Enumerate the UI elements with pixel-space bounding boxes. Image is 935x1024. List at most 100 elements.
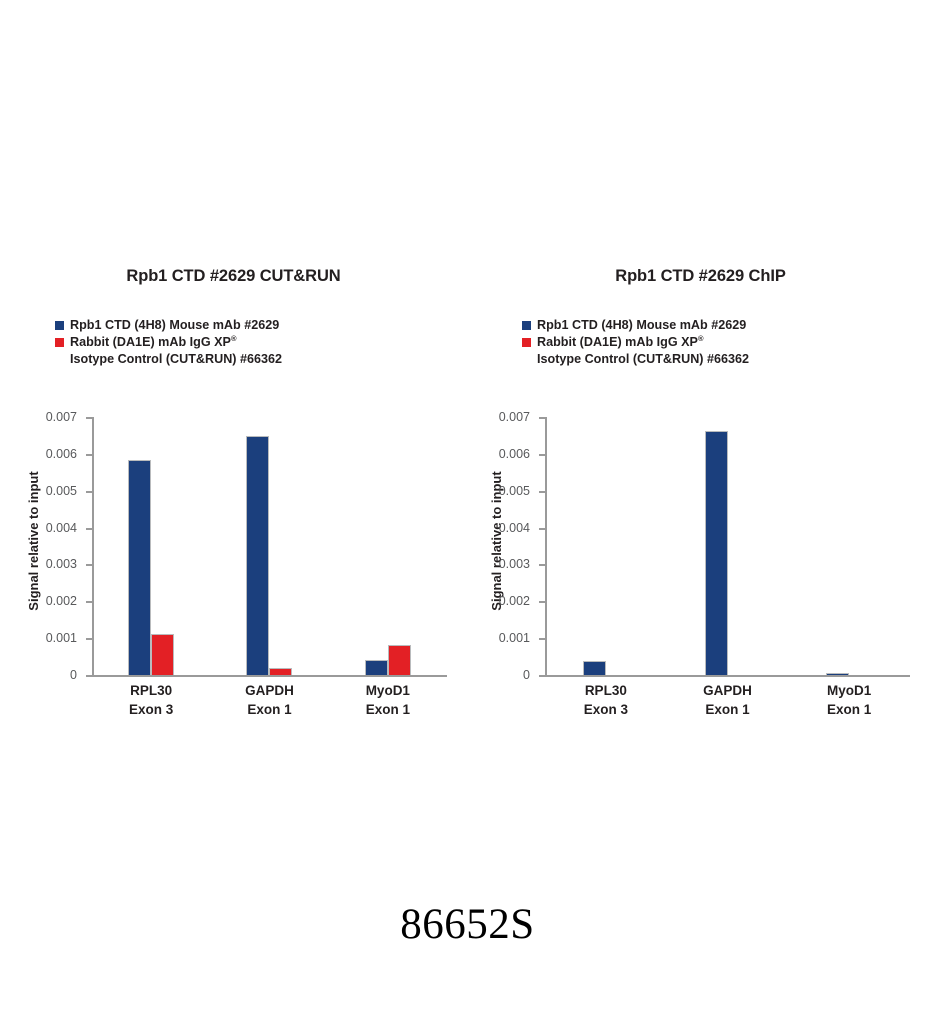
legend-swatch-red-icon	[522, 338, 531, 347]
legend-label-red-text: Rabbit (DA1E) mAb IgG XP	[70, 335, 231, 349]
bar-pair	[704, 417, 751, 675]
x-cat-exon: Exon 1	[247, 702, 292, 717]
y-tick-label: 0.006	[45, 446, 77, 461]
legend-cutrun: Rpb1 CTD (4H8) Mouse mAb #2629 Rabbit (D…	[0, 317, 467, 368]
legend-label-red-line2: Isotype Control (CUT&RUN) #66362	[70, 352, 283, 366]
y-tick-label: 0.001	[498, 631, 530, 646]
bar-pair	[364, 417, 411, 675]
bar-group-gapdh	[667, 417, 789, 675]
y-axis-line	[545, 417, 547, 675]
y-tick-label: 0.005	[45, 483, 77, 498]
registered-trademark-icon: ®	[697, 333, 704, 343]
legend-label-red-line2: Isotype Control (CUT&RUN) #66362	[537, 352, 750, 366]
x-cat-myod1: MyoD1 Exon 1	[329, 681, 447, 719]
y-tick-label: 0.006	[498, 446, 530, 461]
plot-cutrun: Signal relative to input 0.007 0.006 0.0…	[0, 410, 467, 732]
x-cat-gene: RPL30	[130, 683, 173, 698]
legend-row-blue: Rpb1 CTD (4H8) Mouse mAb #2629	[55, 317, 467, 334]
bar-red-myod1	[387, 644, 411, 675]
legend-swatch-blue-icon	[55, 321, 64, 330]
bar-red-gapdh	[269, 668, 293, 675]
y-tick-label: 0.007	[498, 410, 530, 424]
x-cat-gene: GAPDH	[245, 683, 294, 698]
y-tick-label: 0.005	[498, 483, 530, 498]
panel-cutrun: Rpb1 CTD #2629 CUT&RUN Rpb1 CTD (4H8) Mo…	[0, 265, 467, 735]
axes-chip: 0.007 0.006 0.005 0.004 0.003 0.002 0.00…	[499, 410, 910, 682]
legend-label-blue: Rpb1 CTD (4H8) Mouse mAb #2629	[537, 318, 747, 332]
y-tick-label: 0.001	[45, 631, 77, 646]
y-tick-0.004: 0.004	[46, 521, 92, 535]
bar-pair	[246, 417, 293, 675]
y-tick-0.001: 0.001	[499, 631, 545, 645]
x-axis-line	[545, 675, 910, 677]
x-cat-gene: MyoD1	[365, 683, 410, 698]
x-cat-rpl30: RPL30 Exon 3	[92, 681, 210, 719]
y-tick-label: 0.003	[498, 557, 530, 572]
y-tick-0.003: 0.003	[499, 557, 545, 571]
y-tick-0.001: 0.001	[46, 631, 92, 645]
panel-title-cutrun: Rpb1 CTD #2629 CUT&RUN	[126, 267, 341, 285]
legend-label-blue: Rpb1 CTD (4H8) Mouse mAb #2629	[70, 318, 280, 332]
y-tick-0.007: 0.007	[46, 410, 92, 424]
x-cat-exon: Exon 3	[583, 702, 628, 717]
y-axis-label: Signal relative to input	[26, 471, 41, 611]
bar-group-myod1	[788, 417, 910, 675]
x-cat-exon: Exon 3	[129, 702, 174, 717]
registered-trademark-icon: ®	[230, 333, 237, 343]
x-cat-gene: GAPDH	[703, 683, 752, 698]
x-axis-categories-cutrun: RPL30 Exon 3 GAPDH Exon 1 MyoD1 Exon 1	[92, 681, 447, 719]
legend-label-red-text: Rabbit (DA1E) mAb IgG XP	[537, 335, 698, 349]
y-tick-0.006: 0.006	[499, 447, 545, 461]
y-tick-label: 0	[70, 668, 77, 682]
legend-label-red: Rabbit (DA1E) mAb IgG XP®	[70, 334, 236, 351]
x-axis-categories-chip: RPL30 Exon 3 GAPDH Exon 1 MyoD1 Exon 1	[545, 681, 910, 719]
x-cat-myod1: MyoD1 Exon 1	[788, 681, 910, 719]
y-tick-0.002: 0.002	[499, 594, 545, 608]
bar-pair	[128, 417, 175, 675]
bar-groups-chip	[545, 417, 910, 675]
y-tick-0.003: 0.003	[46, 557, 92, 571]
bar-pair	[582, 417, 629, 675]
legend-swatch-red-icon	[55, 338, 64, 347]
y-tick-0.005: 0.005	[499, 484, 545, 498]
legend-row-red: Rabbit (DA1E) mAb IgG XP®	[55, 334, 467, 351]
legend-swatch-blue-icon	[522, 321, 531, 330]
y-tick-label: 0.004	[498, 520, 530, 535]
y-tick-label: 0	[523, 668, 530, 682]
x-axis-line	[92, 675, 447, 677]
y-tick-label: 0.007	[45, 410, 77, 424]
x-cat-gene: RPL30	[584, 683, 627, 698]
y-tick-0.007: 0.007	[499, 410, 545, 424]
panel-title-chip: Rpb1 CTD #2629 ChIP	[615, 267, 786, 285]
y-tick-label: 0.002	[45, 594, 77, 609]
x-cat-gapdh: GAPDH Exon 1	[210, 681, 328, 719]
panel-chip: Rpb1 CTD #2629 ChIP Rpb1 CTD (4H8) Mouse…	[467, 265, 934, 735]
y-tick-label: 0.004	[45, 520, 77, 535]
x-cat-exon: Exon 1	[705, 702, 750, 717]
bar-blue-rpl30	[128, 460, 152, 675]
x-cat-exon: Exon 1	[365, 702, 410, 717]
y-tick-0: 0	[523, 668, 545, 682]
bar-blue-gapdh	[246, 436, 270, 675]
bar-group-rpl30	[92, 417, 210, 675]
bar-blue-myod1	[364, 659, 388, 675]
bar-group-rpl30	[545, 417, 667, 675]
x-cat-rpl30: RPL30 Exon 3	[545, 681, 667, 719]
y-tick-0.004: 0.004	[499, 521, 545, 535]
y-axis-line	[92, 417, 94, 675]
legend-row-red: Rabbit (DA1E) mAb IgG XP®	[522, 334, 934, 351]
x-cat-exon: Exon 1	[827, 702, 872, 717]
axes-cutrun: 0.007 0.006 0.005 0.004 0.003 0.002 0.00…	[46, 410, 447, 682]
bar-red-rpl30	[151, 633, 175, 675]
bar-blue-myod1	[826, 672, 850, 675]
y-tick-0.006: 0.006	[46, 447, 92, 461]
bar-group-myod1	[329, 417, 447, 675]
x-cat-gapdh: GAPDH Exon 1	[667, 681, 789, 719]
bar-group-gapdh	[210, 417, 328, 675]
chart-panels: Rpb1 CTD #2629 CUT&RUN Rpb1 CTD (4H8) Mo…	[0, 265, 935, 735]
bar-blue-rpl30	[582, 661, 606, 675]
y-tick-0.002: 0.002	[46, 594, 92, 608]
legend-chip: Rpb1 CTD (4H8) Mouse mAb #2629 Rabbit (D…	[467, 317, 934, 368]
bar-groups-cutrun	[92, 417, 447, 675]
